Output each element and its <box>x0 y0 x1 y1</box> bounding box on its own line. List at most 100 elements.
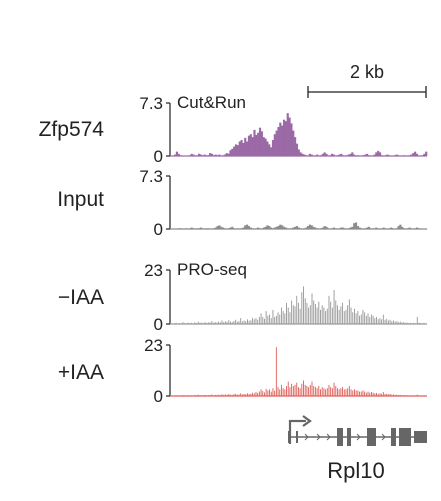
signal-bar <box>415 227 419 229</box>
signal-bar <box>247 135 251 156</box>
signal-bar <box>297 302 299 324</box>
signal-bar <box>319 155 323 156</box>
signal-bar <box>281 125 284 156</box>
signal-bar <box>404 322 406 324</box>
signal-bar <box>212 228 215 229</box>
signal-bar <box>401 155 404 157</box>
signal-bar <box>336 155 339 156</box>
signal-bar <box>214 322 216 324</box>
signal-bar <box>257 227 260 229</box>
track-1: Input 7.3 0 <box>57 167 428 239</box>
signal-bar <box>209 228 212 230</box>
signal-bar <box>349 227 352 229</box>
signal-bar <box>247 319 248 324</box>
signal-bar <box>355 313 357 324</box>
signal-bar <box>418 395 420 396</box>
signal-bar <box>311 293 313 324</box>
signal-bar <box>211 394 213 396</box>
signal-bar <box>292 130 295 156</box>
signal-bar <box>369 228 372 229</box>
track-label: Zfp574 <box>39 118 105 141</box>
signal-bar <box>397 155 400 156</box>
signal-bar <box>330 228 334 229</box>
signal-bar <box>386 228 389 230</box>
signal-bar <box>369 392 371 396</box>
signal-bar <box>190 322 192 324</box>
signal-bar <box>362 155 365 156</box>
signal-bar <box>190 153 193 156</box>
signal-bar <box>245 321 247 324</box>
signal-bar <box>360 314 362 324</box>
signal-bar <box>299 308 301 324</box>
signal-bar <box>188 155 191 156</box>
signal-bar <box>408 227 411 229</box>
signal-bar <box>406 155 409 157</box>
signal-bar <box>345 309 347 324</box>
signal-bar <box>375 152 378 156</box>
signal-bar <box>404 155 407 157</box>
signal-bar <box>421 155 424 156</box>
signal-bar <box>375 227 378 229</box>
signal-bar <box>354 222 358 229</box>
signal-bar <box>222 155 225 156</box>
scale-bar-label: 2 kb <box>350 62 384 82</box>
signal-bar <box>267 315 269 324</box>
signal-bar <box>201 395 203 396</box>
signal-bar <box>174 395 175 397</box>
signal-bar <box>260 389 262 396</box>
signal-bar <box>335 300 337 324</box>
signal-bar <box>353 389 355 396</box>
signal-bar <box>379 318 381 324</box>
signal-bar <box>388 155 391 156</box>
y-tick-label-max: 7.3 <box>139 94 163 113</box>
signal-bar <box>325 226 328 229</box>
signal-bar <box>210 228 214 230</box>
signal-bar <box>327 155 330 157</box>
signal-bar <box>260 313 262 324</box>
signal-bar <box>294 226 297 229</box>
signal-bar <box>408 155 411 156</box>
signal-bar <box>327 228 330 229</box>
signal-bar <box>214 154 217 156</box>
signal-bar <box>223 322 225 324</box>
signal-bar <box>404 395 406 396</box>
signal-bar <box>299 228 302 229</box>
signal-bar <box>274 390 276 396</box>
signal-bar <box>367 313 369 324</box>
signal-bar <box>179 395 181 396</box>
signal-bar <box>284 121 287 156</box>
signal-bar <box>229 150 232 156</box>
gene-exon <box>399 428 411 446</box>
signal-bar <box>263 392 265 396</box>
signal-bar <box>333 289 335 324</box>
signal-bar <box>236 321 238 324</box>
signal-bar <box>350 307 352 324</box>
signal-bar <box>284 227 287 229</box>
assay-label: PRO-seq <box>177 260 247 279</box>
signal-bar <box>179 323 181 324</box>
signal-bar <box>384 319 386 324</box>
signal-bar <box>340 227 343 229</box>
signal-bar <box>238 141 241 156</box>
signal-bar <box>326 388 328 396</box>
gene-exon <box>347 428 351 446</box>
signal-bar <box>359 391 361 396</box>
signal-bar <box>245 394 247 396</box>
signal-bar <box>323 388 325 396</box>
signal-bar <box>332 154 335 156</box>
signal-bar <box>197 394 199 396</box>
signal-bar <box>311 381 313 396</box>
signal-bar <box>241 321 243 324</box>
signal-bar <box>321 153 324 156</box>
signal-bar <box>250 320 252 324</box>
signal-bar <box>182 395 184 396</box>
signal-bar <box>408 395 410 397</box>
signal-bar <box>185 323 187 324</box>
signal-bar <box>377 228 380 229</box>
signal-bar <box>219 395 221 396</box>
signal-bar <box>366 153 369 156</box>
signal-bar <box>367 226 371 229</box>
signal-bar <box>364 228 367 229</box>
signal-bar <box>175 151 178 156</box>
signal-bar <box>294 306 296 324</box>
